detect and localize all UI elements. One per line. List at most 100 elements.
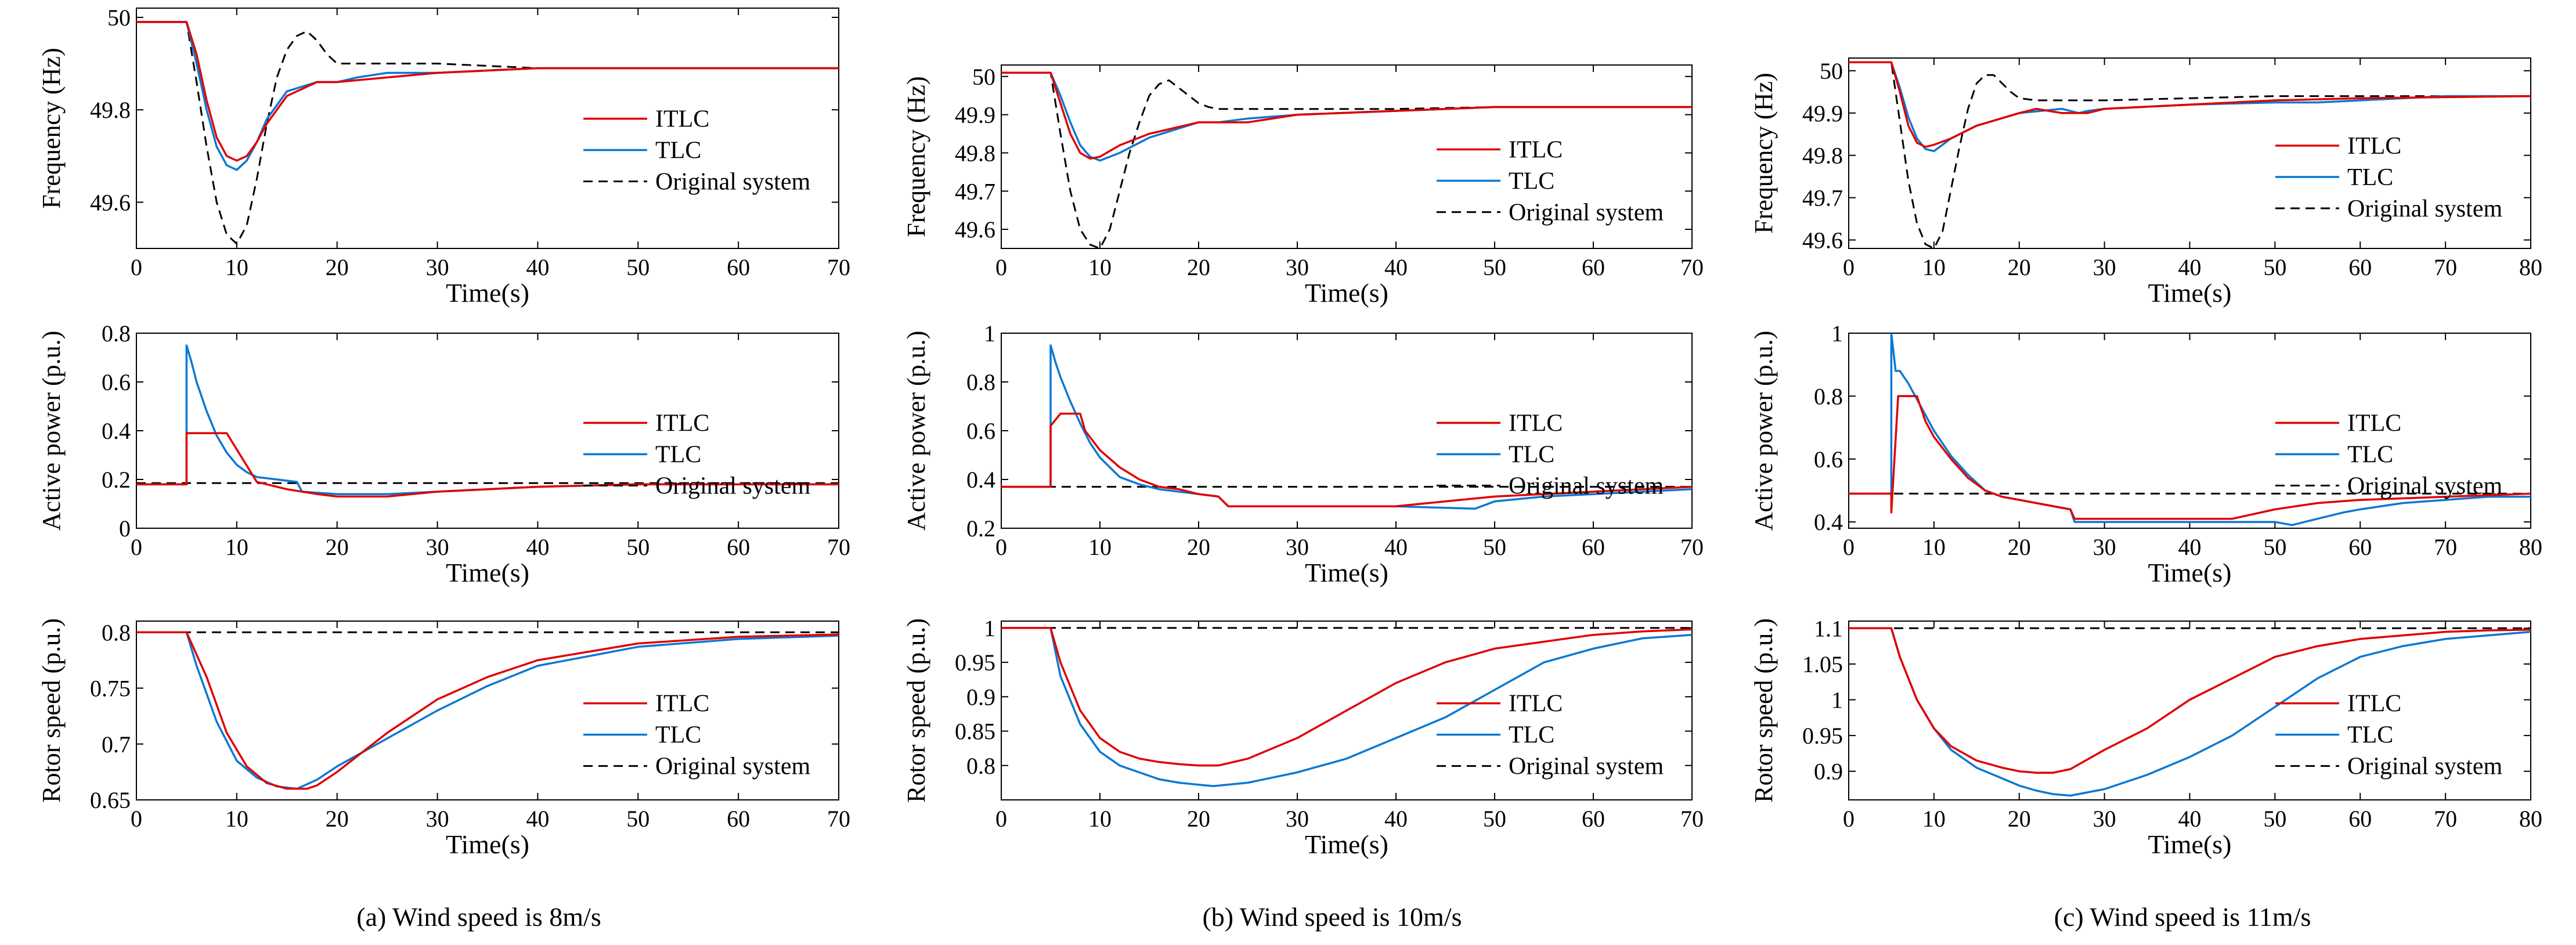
y-tick-label: 0.6 xyxy=(966,418,995,444)
axes-box xyxy=(136,8,839,249)
x-tick-label: 30 xyxy=(1286,254,1309,280)
caption-c: (c) Wind speed is 11m/s xyxy=(2054,902,2311,932)
series-line-itlc xyxy=(136,432,839,498)
x-axis-label: Time(s) xyxy=(446,829,529,859)
y-tick-label: 1.1 xyxy=(1814,615,1843,641)
x-tick-label: 20 xyxy=(1187,254,1210,280)
panel-c-rotor: 0 10 20 30 40 50 60 70 80 0.9 0.95 1 1.05 1.1 Time(s) R… xyxy=(1749,615,2542,859)
legend-label: Original system xyxy=(655,168,810,195)
panel-c-frequency: 0 10 20 30 40 50 60 70 80 49.6 49.7 49.8 49.9 50 Time(… xyxy=(1749,57,2542,308)
x-tick-label: 10 xyxy=(1088,254,1112,280)
x-tick-label: 60 xyxy=(727,534,750,560)
x-tick-label: 60 xyxy=(1582,254,1605,280)
x-tick-label: 0 xyxy=(131,534,142,560)
legend-label: Original system xyxy=(2347,753,2502,780)
x-tick-label: 70 xyxy=(1680,254,1704,280)
series-group xyxy=(1001,344,1692,510)
x-tick-label: 40 xyxy=(2178,806,2202,832)
x-tick-label: 30 xyxy=(2093,254,2116,280)
y-tick-label: 0.95 xyxy=(955,650,995,676)
x-axis-label: Time(s) xyxy=(1305,278,1388,308)
legend-label: TLC xyxy=(1509,722,1554,749)
x-tick-label: 20 xyxy=(326,806,349,832)
x-tick-label: 30 xyxy=(426,534,449,560)
x-tick-label: 0 xyxy=(131,254,142,280)
x-tick-label: 20 xyxy=(2008,254,2031,280)
series-line-original-system xyxy=(1001,71,1692,248)
legend-label: TLC xyxy=(1509,442,1554,468)
panel-b-power: 0 10 20 30 40 50 60 70 0.2 0.4 0.6 0.8 1 Time(s) Activ… xyxy=(902,320,1704,587)
legend-label: Original system xyxy=(2347,196,2502,222)
y-tick-label: 0.95 xyxy=(1802,723,1843,749)
y-axis-label: Frequency (Hz) xyxy=(37,48,66,208)
legend-label: TLC xyxy=(2347,164,2393,191)
y-tick-label: 49.6 xyxy=(1802,227,1843,253)
series-line-itlc xyxy=(1001,412,1692,507)
caption-a: (a) Wind speed is 8m/s xyxy=(356,902,601,932)
legend-label: ITLC xyxy=(1509,136,1563,163)
series-line-itlc xyxy=(1001,627,1692,767)
y-tick-label: 49.6 xyxy=(955,217,995,243)
y-tick-label: 49.8 xyxy=(1802,143,1843,169)
y-tick-label: 0.6 xyxy=(1814,446,1843,472)
legend-label: TLC xyxy=(655,442,701,468)
y-tick-label: 0.8 xyxy=(966,369,995,395)
y-axis-label: Frequency (Hz) xyxy=(902,76,930,237)
panel-a-frequency: 0 10 20 30 40 50 60 70 49.6 49.8 50 Time(s) Frequenc… xyxy=(37,5,850,308)
legend-label: Original system xyxy=(655,753,810,780)
y-tick-label: 0.2 xyxy=(102,467,131,493)
series-line-tlc xyxy=(136,21,839,171)
x-tick-label: 40 xyxy=(2178,254,2202,280)
x-tick-label: 50 xyxy=(1483,806,1506,832)
y-tick-label: 1 xyxy=(984,615,995,641)
x-tick-label: 0 xyxy=(131,806,142,832)
series-group xyxy=(1849,333,2531,526)
x-axis-label: Time(s) xyxy=(2148,829,2232,859)
y-tick-label: 0.8 xyxy=(102,619,131,645)
series-line-itlc xyxy=(136,21,839,162)
x-tick-label: 80 xyxy=(2519,534,2542,560)
y-tick-label: 0.8 xyxy=(102,320,131,347)
series-line-tlc xyxy=(1849,61,2531,153)
y-axis-label: Active power (p.u.) xyxy=(37,331,66,531)
x-tick-label: 0 xyxy=(995,534,1007,560)
x-tick-label: 20 xyxy=(2008,806,2031,832)
panel-b-rotor: 0 10 20 30 40 50 60 70 0.8 0.85 0.9 0.95 1 Time(s) Rot… xyxy=(902,615,1704,859)
panel-a-rotor: 0 10 20 30 40 50 60 70 0.65 0.7 0.75 0.8 Time(s) Roto… xyxy=(37,618,850,859)
x-axis-label: Time(s) xyxy=(446,278,529,308)
legend-label: ITLC xyxy=(2347,133,2401,160)
series-group xyxy=(136,21,839,245)
axes-box xyxy=(1001,621,1693,800)
legend-label: TLC xyxy=(655,137,701,164)
y-tick-label: 50 xyxy=(1820,58,1843,84)
y-tick-label: 0.6 xyxy=(102,369,131,395)
x-axis-label: Time(s) xyxy=(1305,558,1388,587)
series-group xyxy=(136,631,839,790)
series-line-original-system xyxy=(1849,61,2531,248)
x-tick-label: 70 xyxy=(1680,534,1704,560)
series-group xyxy=(136,344,839,498)
x-tick-label: 10 xyxy=(1088,534,1112,560)
y-axis-label: Rotor speed (p.u.) xyxy=(902,618,930,803)
x-axis-label: Time(s) xyxy=(446,558,529,587)
series-group xyxy=(1001,71,1692,248)
y-tick-label: 50 xyxy=(972,64,995,90)
series-group xyxy=(1849,627,2531,797)
x-tick-label: 40 xyxy=(526,254,549,280)
x-tick-label: 10 xyxy=(1922,806,1946,832)
x-tick-label: 20 xyxy=(1187,534,1210,560)
y-tick-label: 49.9 xyxy=(955,102,995,128)
legend-label: Original system xyxy=(1509,199,1664,226)
panels: 0 10 20 30 40 50 60 7049.649.850Time(s)Frequenc… xyxy=(37,5,2542,859)
x-tick-label: 50 xyxy=(626,806,650,832)
y-axis-label: Active power (p.u.) xyxy=(902,331,930,531)
x-tick-label: 60 xyxy=(1582,534,1605,560)
x-tick-label: 70 xyxy=(827,254,850,280)
x-tick-label: 40 xyxy=(2178,534,2202,560)
x-tick-label: 50 xyxy=(1483,534,1506,560)
x-tick-label: 60 xyxy=(2348,254,2372,280)
legend-label: ITLC xyxy=(2347,691,2401,717)
y-tick-label: 0.2 xyxy=(966,515,995,542)
axes-box xyxy=(1001,64,1693,249)
